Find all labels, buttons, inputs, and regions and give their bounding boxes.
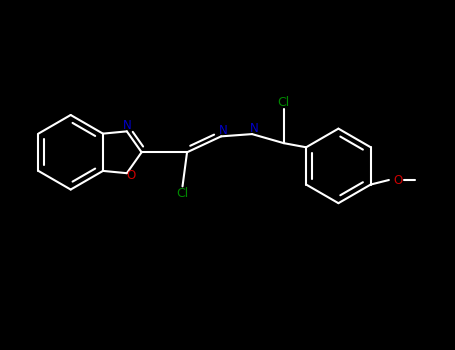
Text: N: N: [219, 124, 228, 138]
Text: N: N: [250, 122, 259, 135]
Text: N: N: [122, 119, 131, 132]
Text: O: O: [127, 169, 136, 182]
Text: O: O: [393, 174, 403, 187]
Text: Cl: Cl: [177, 187, 189, 200]
Text: Cl: Cl: [278, 96, 290, 109]
